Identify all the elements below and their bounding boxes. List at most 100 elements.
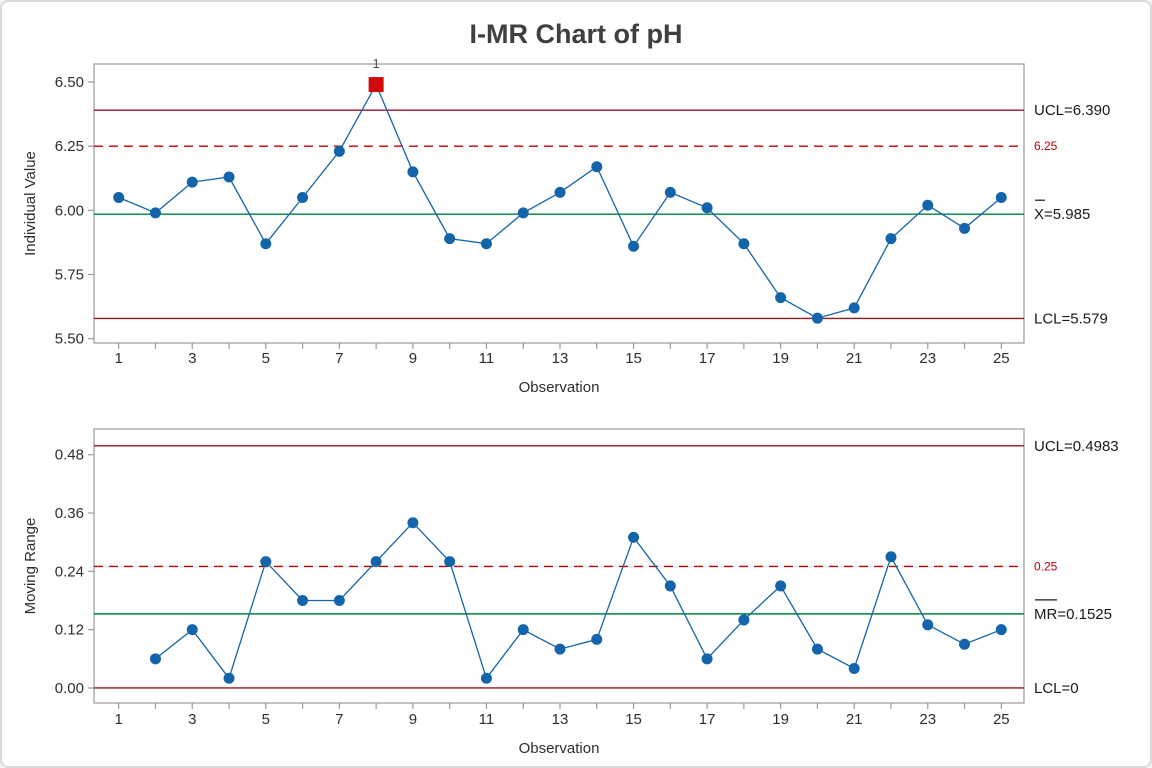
data-point — [922, 619, 934, 631]
series-line — [118, 83, 1002, 319]
data-point — [775, 292, 787, 304]
y-tick-label: 0.00 — [55, 680, 84, 697]
data-point — [922, 199, 934, 211]
data-point — [517, 624, 529, 636]
data-point — [811, 312, 823, 324]
data-point — [517, 207, 529, 219]
x-tick-label: 25 — [993, 711, 1010, 728]
y-tick-label: 6.50 — [55, 74, 84, 91]
data-point — [223, 672, 235, 684]
x-tick-label: 23 — [919, 711, 936, 728]
y-tick-label: 5.50 — [55, 331, 84, 348]
data-point — [738, 614, 750, 626]
x-tick-label: 9 — [409, 711, 417, 728]
spec-label: 0.25 — [1034, 559, 1058, 573]
plot-frame — [93, 63, 1025, 344]
data-point — [297, 595, 309, 607]
data-point — [186, 176, 198, 188]
x-tick-label: 3 — [188, 711, 196, 728]
data-point — [444, 556, 456, 568]
x-tick-label: 7 — [335, 711, 343, 728]
data-point — [554, 186, 566, 198]
out-of-control-flag: 1 — [373, 56, 380, 71]
data-point — [885, 233, 897, 245]
y-tick-label: 0.48 — [55, 447, 84, 464]
series-line — [155, 521, 1002, 680]
data-point — [628, 240, 640, 252]
data-point — [407, 517, 419, 529]
chart-title: I-MR Chart of pH — [469, 19, 683, 49]
x-tick-label: 3 — [188, 350, 196, 367]
x-axis-title: Observation — [519, 379, 600, 396]
data-point — [811, 643, 823, 655]
x-tick-label: 1 — [115, 711, 123, 728]
data-point — [444, 233, 456, 245]
data-point — [297, 192, 309, 204]
y-tick-label: 6.00 — [55, 202, 84, 219]
data-point — [628, 531, 640, 543]
x-tick-label: 7 — [335, 350, 343, 367]
data-point — [370, 556, 382, 568]
data-point — [701, 202, 713, 214]
data-point — [775, 580, 787, 592]
lcl-label: LCL=0 — [1034, 680, 1079, 697]
y-tick-label: 0.24 — [55, 563, 84, 580]
data-point — [149, 653, 161, 665]
x-tick-label: 13 — [552, 711, 569, 728]
data-point — [333, 145, 345, 157]
data-point — [701, 653, 713, 665]
data-point — [260, 238, 272, 250]
data-point — [959, 638, 971, 650]
data-point — [664, 186, 676, 198]
data-point — [664, 580, 676, 592]
x-tick-label: 13 — [552, 350, 569, 367]
x-axis-title: Observation — [519, 740, 600, 757]
x-tick-label: 21 — [846, 711, 863, 728]
y-axis-title: Moving Range — [22, 518, 39, 615]
ucl-label: UCL=0.4983 — [1034, 438, 1119, 455]
center-label: MR=0.1525 — [1034, 606, 1112, 623]
x-tick-label: 1 — [115, 350, 123, 367]
data-point — [113, 192, 125, 204]
data-point — [848, 302, 860, 314]
x-tick-label: 5 — [262, 350, 270, 367]
data-point — [959, 222, 971, 234]
data-point — [149, 207, 161, 219]
x-tick-label: 19 — [772, 711, 789, 728]
x-tick-label: 21 — [846, 350, 863, 367]
out-of-control-marker — [368, 77, 384, 93]
data-point — [223, 171, 235, 183]
y-tick-label: 6.25 — [55, 138, 84, 155]
data-point — [885, 551, 897, 563]
center-label: X=5.985 — [1034, 206, 1090, 223]
data-point — [995, 624, 1007, 636]
data-point — [260, 556, 272, 568]
x-tick-label: 5 — [262, 711, 270, 728]
data-point — [186, 624, 198, 636]
data-point — [995, 192, 1007, 204]
y-axis-title: Individual Value — [22, 151, 39, 256]
y-tick-label: 5.75 — [55, 267, 84, 284]
x-tick-label: 25 — [993, 350, 1010, 367]
y-tick-label: 0.36 — [55, 505, 84, 522]
data-point — [591, 161, 603, 173]
data-point — [591, 633, 603, 645]
x-tick-label: 9 — [409, 350, 417, 367]
ucl-label: UCL=6.390 — [1034, 102, 1110, 119]
data-point — [848, 663, 860, 675]
data-point — [480, 672, 492, 684]
x-tick-label: 17 — [699, 350, 716, 367]
x-tick-label: 19 — [772, 350, 789, 367]
x-tick-label: 23 — [919, 350, 936, 367]
x-tick-label: 15 — [625, 711, 642, 728]
x-tick-label: 17 — [699, 711, 716, 728]
x-tick-label: 15 — [625, 350, 642, 367]
lcl-label: LCL=5.579 — [1034, 310, 1108, 327]
data-point — [480, 238, 492, 250]
data-point — [407, 166, 419, 178]
spec-label: 6.25 — [1034, 139, 1058, 153]
data-point — [333, 595, 345, 607]
x-tick-label: 11 — [479, 350, 495, 367]
